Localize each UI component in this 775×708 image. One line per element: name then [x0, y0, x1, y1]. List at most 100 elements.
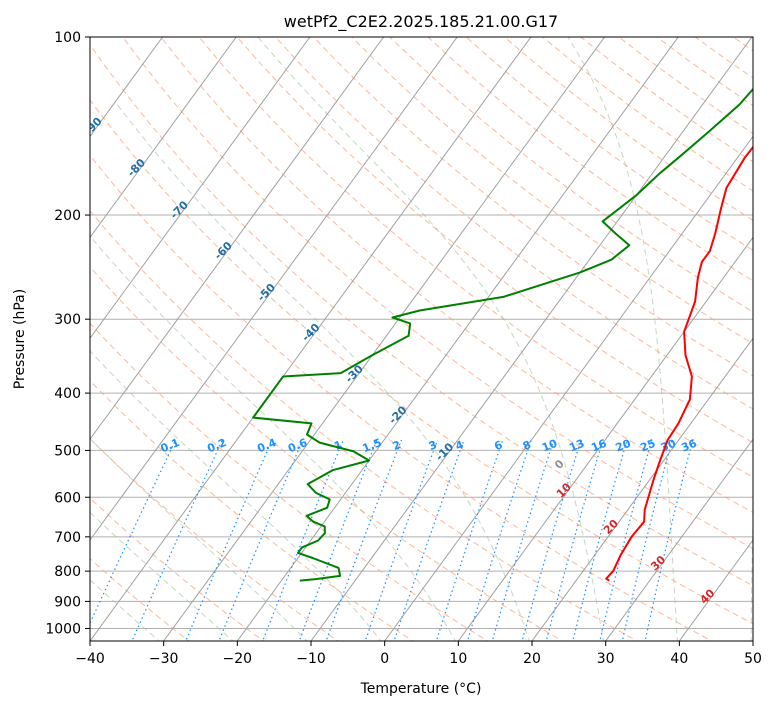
moist-adiabat: [90, 511, 234, 641]
mixing-ratio-line: [90, 439, 177, 625]
moist-adiabat-label: 20: [601, 517, 621, 537]
mixing-ratio-label: 10: [540, 437, 559, 455]
mixing-ratio-label: 13: [567, 437, 586, 455]
y-tick-label: 400: [54, 386, 81, 402]
mixing-ratio-line: [572, 439, 628, 641]
y-tick-label: 500: [54, 443, 81, 459]
x-tick-label: 0: [380, 651, 389, 667]
dry-adiabat: [90, 438, 340, 641]
y-axis: 1000 900 800 700 600 500 400 300 200 100: [45, 30, 90, 637]
mixing-ratio-label: 8: [521, 438, 533, 453]
moist-adiabat: [90, 579, 160, 641]
x-tick-label: −20: [223, 651, 253, 667]
dry-adiabat: [351, 37, 753, 345]
mixing-ratio-label: 3: [427, 438, 439, 453]
dry-adiabat: [694, 37, 753, 79]
dry-adiabat: [198, 37, 753, 478]
x-tick-label: 30: [597, 651, 615, 667]
dry-adiabat-label: -20: [386, 403, 409, 426]
dry-adiabat: [90, 154, 713, 641]
moist-adiabat: [116, 104, 530, 641]
y-tick-label: 700: [54, 530, 81, 546]
mixing-ratio-line: [298, 439, 378, 641]
mixing-ratio-label: 20: [614, 437, 633, 455]
moist-adiabats: [90, 37, 753, 641]
y-tick-label: 800: [54, 564, 81, 580]
line-labels: 0.1 0.2 0.4 0.6 1 1.5 2 3 4 6 8 10 13 16 20 25 30 36-100-…: [38, 67, 718, 607]
dry-adiabat: [427, 37, 753, 282]
isotherm: [605, 438, 753, 641]
isotherm: [90, 37, 237, 239]
dry-adiabat: [236, 37, 753, 444]
isotherm: [90, 37, 311, 340]
x-tick-label: 50: [744, 651, 762, 667]
isotherms: [90, 37, 753, 641]
mixing-ratio-line: [393, 439, 465, 641]
dry-adiabat: [160, 37, 753, 514]
dry-adiabat-label: -90: [81, 115, 104, 138]
isotherm: [310, 37, 753, 641]
y-tick-label: 900: [54, 594, 81, 610]
mixing-ratio-line: [364, 439, 439, 641]
dry-adiabat: [90, 99, 753, 625]
mixing-ratio-line: [466, 439, 532, 641]
moist-adiabat-label: 40: [697, 586, 717, 606]
plot-area: 0.1 0.2 0.4 0.6 1 1.5 2 3 4 6 8 10 13 16 20 25 30 36-100-…: [38, 37, 775, 643]
dry-adiabat-label: -70: [168, 198, 191, 221]
y-tick-label: 600: [54, 490, 81, 506]
mixing-ratio-line: [545, 439, 604, 641]
dry-adiabat: [732, 37, 753, 52]
x-axis: −40 −30 −20 −10 0 10 20 30 40 50: [75, 641, 762, 667]
y-tick-label: 100: [54, 30, 81, 46]
dry-adiabat: [275, 37, 753, 410]
y-tick-label: 300: [54, 312, 81, 328]
y-axis-label: Pressure (hPa): [12, 289, 28, 389]
dry-adiabat: [90, 322, 489, 641]
temperature-profile: [605, 145, 753, 582]
moist-adiabat: [750, 507, 753, 641]
moist-adiabat: [90, 235, 456, 641]
mixing-ratio-label: 1.5: [360, 436, 383, 455]
dry-adiabat-label: -60: [212, 239, 235, 262]
mixing-ratio-label: 36: [680, 437, 699, 455]
moist-adiabat: [567, 37, 678, 641]
dry-adiabat: [771, 37, 775, 643]
mixing-ratio-line: [491, 439, 555, 641]
dry-adiabats: [90, 37, 775, 643]
x-tick-label: 20: [523, 651, 541, 667]
dry-adiabat: [90, 210, 639, 641]
mixing-ratio-line: [131, 439, 223, 641]
mixing-ratio-label: 1: [332, 438, 344, 453]
x-tick-label: −30: [149, 651, 179, 667]
profile-series: [252, 87, 753, 582]
isotherm: [457, 236, 753, 641]
mixing-ratio-lines: [90, 439, 694, 641]
x-axis-label: Temperature (°C): [360, 681, 482, 697]
dry-adiabat: [122, 37, 753, 550]
mixing-ratio-line: [325, 439, 403, 641]
mixing-ratio-label: 0.2: [205, 436, 228, 455]
y-tick-label: 1000: [45, 621, 81, 637]
dry-adiabat: [389, 37, 753, 313]
isotherm: [163, 37, 605, 641]
dry-adiabat: [90, 266, 564, 641]
dry-adiabat-label: -80: [125, 156, 148, 179]
chart-title: wetPf2_C2E2.2025.185.21.00.G17: [284, 12, 558, 32]
isotherm: [90, 37, 532, 641]
mixing-ratio-label: 16: [589, 437, 608, 455]
dry-adiabat: [465, 37, 753, 251]
dry-adiabat: [656, 37, 753, 107]
moist-adiabat-label: 30: [648, 553, 668, 573]
dry-adiabat-label: -100: [38, 67, 67, 96]
mixing-ratio-line: [644, 439, 694, 641]
isotherm: [384, 135, 753, 641]
mixing-ratio-label: 0.1: [159, 436, 182, 455]
x-tick-label: −40: [75, 651, 105, 667]
x-tick-label: 10: [449, 651, 467, 667]
isotherm: [236, 37, 679, 641]
dewpoint-profile: [252, 87, 753, 582]
isotherm: [752, 640, 753, 641]
dry-adiabat: [90, 497, 265, 641]
dry-adiabat: [542, 37, 753, 192]
